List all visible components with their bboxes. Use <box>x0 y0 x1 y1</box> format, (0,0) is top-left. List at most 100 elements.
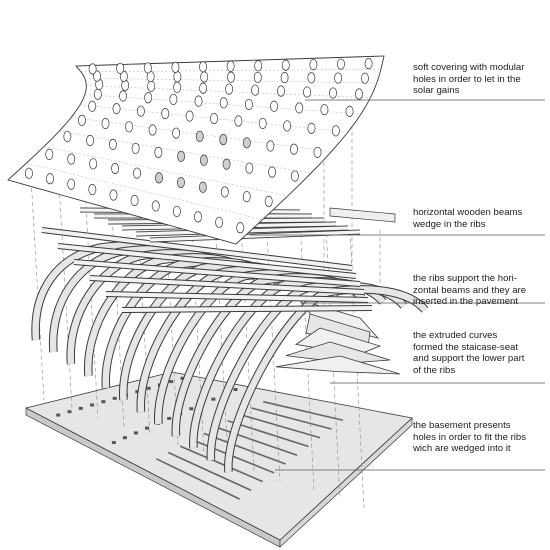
covering-hole <box>119 70 128 82</box>
rib-socket-hole <box>233 388 238 392</box>
covering-hole <box>236 222 245 234</box>
covering-hole <box>24 167 33 179</box>
covering-hole <box>194 211 202 223</box>
annotation-line: wich are wedged into it <box>413 443 511 455</box>
covering-hole <box>125 121 133 133</box>
covering-hole <box>199 82 208 94</box>
covering-hole <box>46 173 55 185</box>
covering-hole <box>337 58 345 70</box>
basement-slot <box>156 458 241 500</box>
covering-grid-line <box>79 104 349 133</box>
covering-hole <box>101 118 110 130</box>
dashed-guide <box>29 159 45 401</box>
covering-hole <box>155 172 163 184</box>
covering-hole <box>290 170 299 182</box>
covering-hole <box>88 100 97 112</box>
covering-hole <box>313 146 322 158</box>
annotation-horizontal-beams: horizontal wooden beams wedge in the rib… <box>413 207 545 230</box>
covering-hole <box>280 72 289 84</box>
annotation-line: the extruded curves <box>413 330 498 341</box>
covering-hole <box>109 189 118 201</box>
covering-hole <box>88 63 97 75</box>
covering-hole <box>199 154 208 166</box>
rib-socket-hole <box>135 390 140 394</box>
covering-hole <box>283 120 292 132</box>
rib-socket-hole <box>145 426 150 430</box>
covering-hole <box>198 181 207 193</box>
rib-socket-hole <box>111 441 116 445</box>
covering-hole <box>112 103 121 115</box>
covering-hole <box>242 137 251 149</box>
covering-hole <box>119 90 127 102</box>
covering-grid-line <box>86 85 371 98</box>
rib-socket-hole <box>122 436 127 440</box>
annotation-line: the ribs support the hori- <box>413 273 517 284</box>
beam-body <box>121 306 373 312</box>
annotation-line: and support the lower part <box>413 353 525 365</box>
covering-hole <box>88 184 97 196</box>
basement-slab <box>24 371 413 548</box>
covering-hole <box>45 148 54 160</box>
covering-hole <box>258 117 267 129</box>
covering-hole <box>89 158 98 170</box>
rib-socket-hole <box>180 376 185 380</box>
beam-end-block <box>329 207 396 223</box>
covering-surface <box>7 55 385 245</box>
rib-socket-hole <box>78 406 83 410</box>
covering-hole <box>268 166 277 178</box>
covering-hole <box>220 186 229 198</box>
covering-hole <box>111 162 120 174</box>
covering-hole <box>215 216 224 228</box>
annotation-line: wedge in the ribs <box>413 218 486 230</box>
basement-slot <box>239 413 321 439</box>
covering-hole <box>169 93 178 105</box>
basement-slot <box>215 426 298 457</box>
covering-hole <box>144 92 153 104</box>
basement-slot <box>227 419 309 448</box>
rib-socket-hole <box>146 386 151 390</box>
beam-body <box>89 276 365 294</box>
annotation-line: formed the staicase-seat <box>413 341 519 353</box>
covering-hole <box>67 178 76 190</box>
covering-hole <box>195 130 204 142</box>
annotation-line: inserted in the pavement <box>413 296 519 308</box>
covering-hole <box>176 176 185 189</box>
annotation-line: horizontal wooden beams <box>413 207 523 218</box>
covering-hole <box>329 87 337 99</box>
covering-hole <box>295 102 304 114</box>
covering-hole <box>225 83 234 95</box>
annotation-line: of the ribs <box>413 364 456 376</box>
covering-hole <box>93 70 102 82</box>
covering-hole <box>222 158 231 170</box>
covering-hole <box>334 72 343 84</box>
annotation-ribs: the ribs support the hori- zontal beams … <box>413 273 545 308</box>
covering-hole <box>345 105 354 117</box>
covering-hole <box>63 130 72 143</box>
covering-hole <box>364 58 373 70</box>
rib-socket-hole <box>101 400 106 404</box>
basement-slot <box>263 400 344 422</box>
covering-hole <box>148 124 157 136</box>
rib-socket-hole <box>133 431 138 435</box>
annotation-line: soft covering with modular <box>413 62 525 73</box>
rib-socket-hole <box>90 403 95 407</box>
covering-hole <box>171 61 180 73</box>
dashed-guide <box>83 171 99 419</box>
covering-hole <box>154 146 163 158</box>
annotation-line: holes in order to fit the ribs <box>413 431 527 443</box>
rib-socket-hole <box>167 416 172 420</box>
covering-hole <box>303 86 311 98</box>
covering-hole <box>331 125 340 137</box>
covering-grid-line <box>26 162 263 220</box>
annotation-basement: the basement presents holes in order to … <box>413 420 545 455</box>
covering-hole <box>309 59 318 71</box>
beam-body <box>57 244 357 278</box>
basement-slot <box>251 407 332 430</box>
rib-socket-hole <box>67 410 72 414</box>
covering-hole <box>234 115 243 127</box>
covering-hole <box>242 191 251 203</box>
beam-body <box>105 292 369 302</box>
covering-hole <box>251 84 260 96</box>
covering-hole <box>266 140 275 152</box>
